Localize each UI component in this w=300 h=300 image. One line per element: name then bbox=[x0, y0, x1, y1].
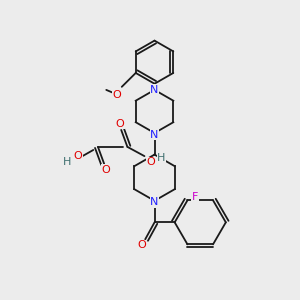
Text: H: H bbox=[63, 157, 71, 167]
Text: H: H bbox=[157, 153, 166, 163]
Text: O: O bbox=[146, 157, 155, 167]
Text: N: N bbox=[150, 85, 159, 95]
Text: O: O bbox=[74, 151, 82, 161]
Text: N: N bbox=[150, 197, 159, 207]
Text: O: O bbox=[113, 89, 122, 100]
Text: O: O bbox=[115, 119, 124, 129]
Text: O: O bbox=[138, 240, 146, 250]
Text: O: O bbox=[101, 165, 110, 175]
Text: F: F bbox=[192, 192, 198, 202]
Text: N: N bbox=[150, 130, 159, 140]
